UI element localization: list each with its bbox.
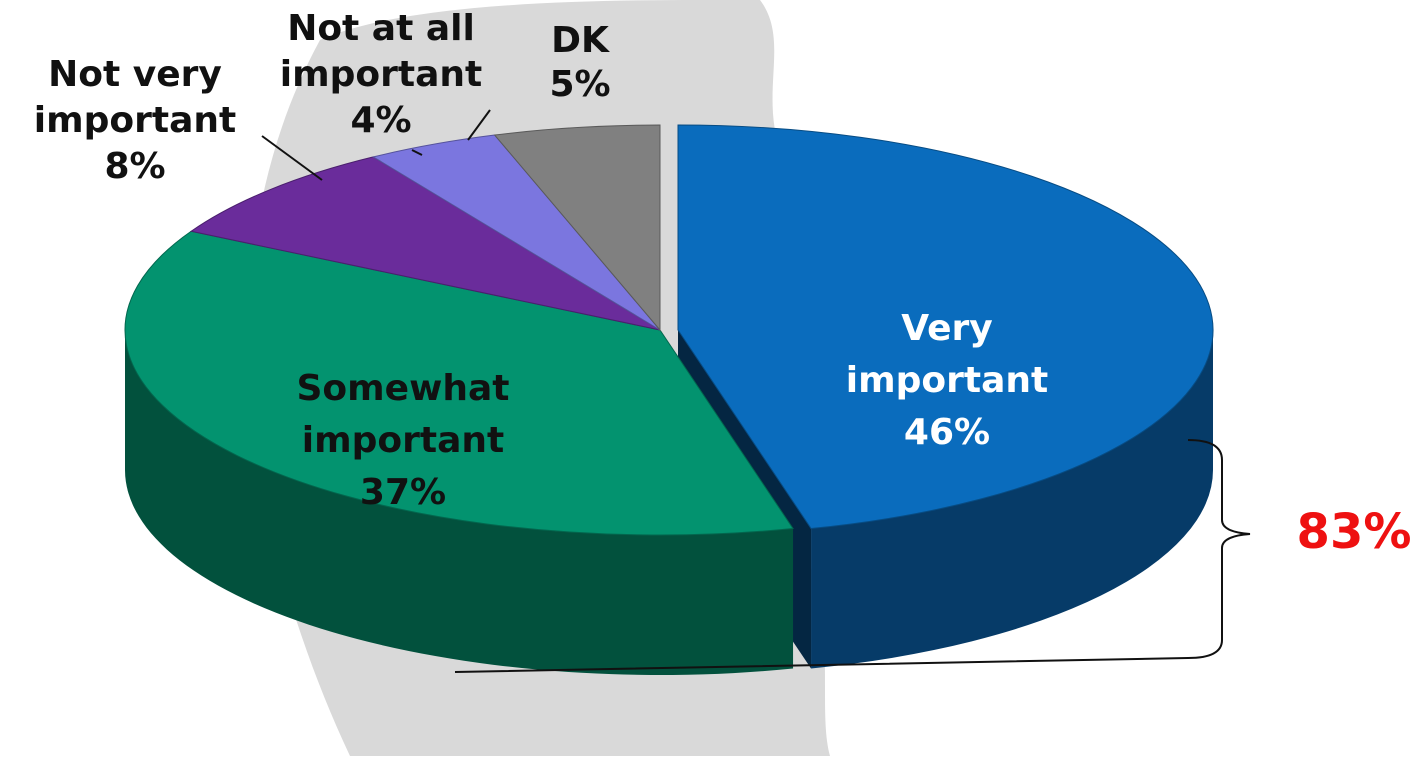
pie-slice (493, 124, 661, 332)
combined-bracket (454, 439, 1251, 673)
pie-slice (124, 230, 794, 536)
slice-name-label: Not very (48, 54, 222, 95)
slice-name-label: important (34, 100, 236, 141)
leader-lines (261, 109, 491, 181)
slice-percent-label: 5% (549, 64, 610, 105)
pie-slice (189, 156, 661, 331)
slice-name-label: important (302, 420, 504, 461)
slice-name-label: important (280, 54, 482, 95)
slice-percent-label: 8% (104, 146, 165, 187)
pie-slice-side (811, 330, 1213, 669)
slice-percent-label: 4% (350, 100, 411, 141)
slice-name-label: Somewhat (297, 368, 510, 409)
slice-name-label: DK (551, 20, 610, 61)
pie-top-faces (124, 124, 1214, 536)
leader-line (467, 109, 491, 141)
slice-name-label: Not at all (287, 8, 475, 49)
pie-slice-side (125, 330, 794, 676)
pie-slice (677, 124, 1214, 530)
leader-line (261, 135, 323, 181)
bracket-group: 83% (454, 439, 1412, 673)
combined-total-label: 83% (1297, 504, 1412, 560)
slice-percent-label: 46% (904, 412, 990, 453)
pie-labels: Very important 46% Somewhat important 37% Not … (34, 8, 1048, 513)
slice-name-label: important (846, 360, 1048, 401)
leader-line (411, 149, 423, 156)
slice-percent-label: 37% (360, 472, 446, 513)
slice-name-label: Very (901, 308, 993, 349)
